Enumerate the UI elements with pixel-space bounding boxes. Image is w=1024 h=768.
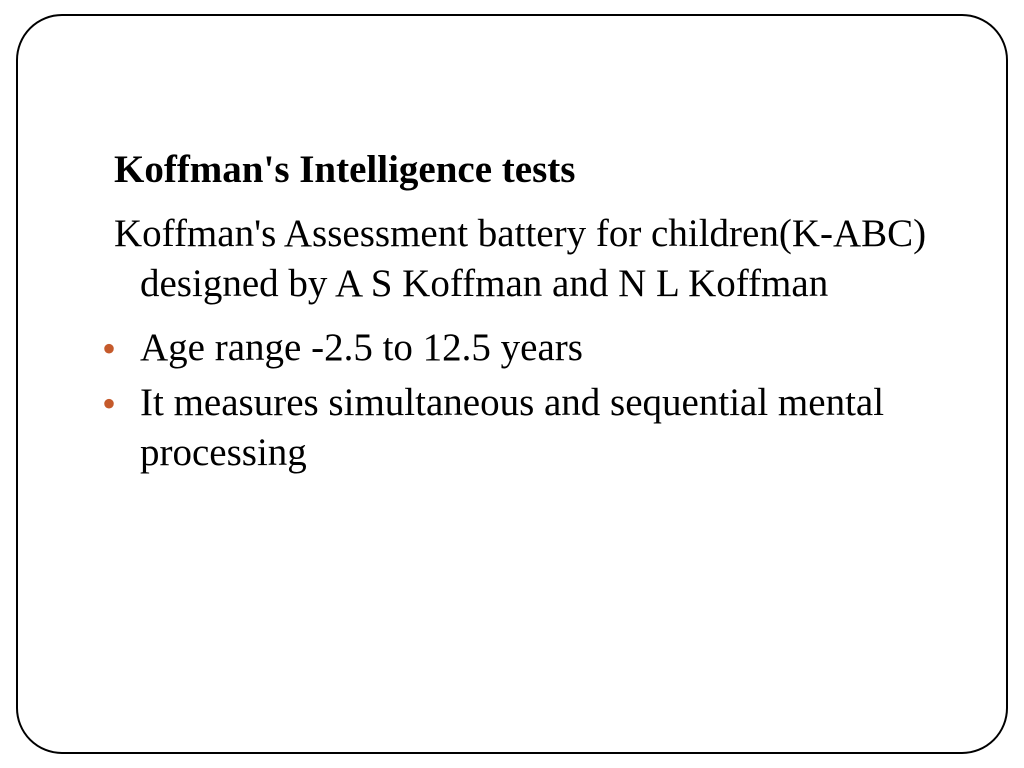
list-item: Age range -2.5 to 12.5 years — [114, 323, 944, 373]
bullet-list: Age range -2.5 to 12.5 years It measures… — [114, 323, 944, 479]
slide-title: Koffman's Intelligence tests — [114, 146, 944, 195]
slide-subtitle: Koffman's Assessment battery for childre… — [114, 209, 944, 309]
list-item: It measures simultaneous and sequential … — [114, 378, 944, 478]
slide-content: Koffman's Intelligence tests Koffman's A… — [114, 146, 944, 484]
slide-frame: Koffman's Intelligence tests Koffman's A… — [16, 14, 1008, 754]
